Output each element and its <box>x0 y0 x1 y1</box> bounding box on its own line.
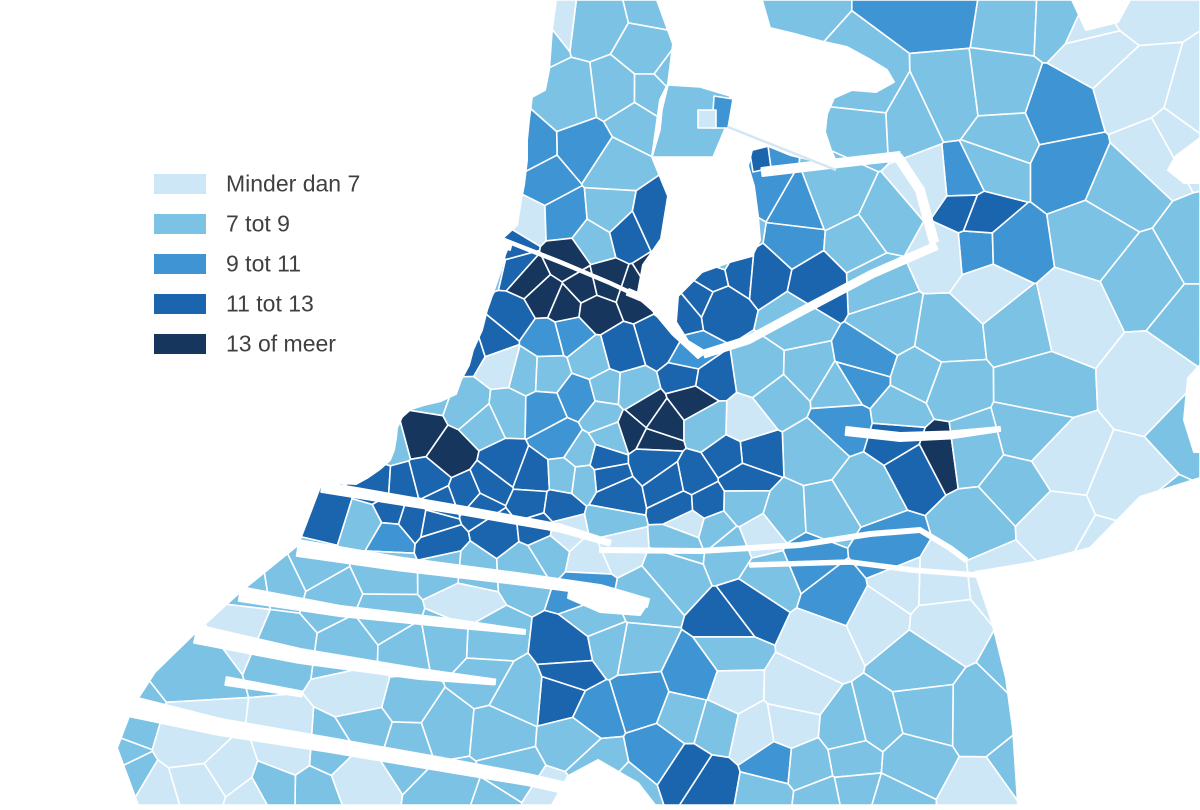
svg-text:11 tot 13: 11 tot 13 <box>226 291 314 317</box>
svg-text:7 tot 9: 7 tot 9 <box>226 211 290 237</box>
svg-text:Minder dan 7: Minder dan 7 <box>226 171 360 197</box>
svg-text:13 of meer: 13 of meer <box>226 331 336 357</box>
svg-text:9 tot 11: 9 tot 11 <box>226 251 301 277</box>
